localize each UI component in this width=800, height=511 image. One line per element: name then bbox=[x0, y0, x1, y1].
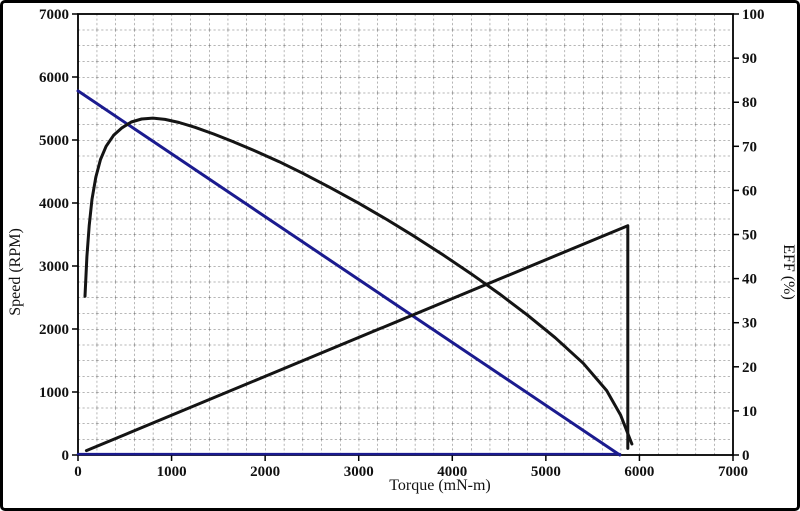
right-y-tick-label: 10 bbox=[742, 404, 757, 420]
left-y-tick-label: 6000 bbox=[39, 70, 69, 86]
right-y-tick-label: 30 bbox=[742, 316, 757, 332]
left-y-tick-label: 7000 bbox=[39, 7, 69, 23]
right-y-tick-label: 0 bbox=[742, 448, 750, 464]
x-tick-label: 1000 bbox=[157, 464, 187, 480]
x-tick-label: 4000 bbox=[437, 464, 467, 480]
left-y-tick-label: 3000 bbox=[39, 259, 69, 275]
speed-line bbox=[76, 89, 622, 457]
x-tick-label: 5000 bbox=[531, 464, 561, 480]
left-y-tick-label: 1000 bbox=[39, 385, 69, 401]
right-y-tick-label: 60 bbox=[742, 183, 757, 199]
x-tick-label: 7000 bbox=[718, 464, 748, 480]
left-y-tick-label: 0 bbox=[62, 448, 70, 464]
left-y-tick-label: 2000 bbox=[39, 322, 69, 338]
right-y-tick-label: 40 bbox=[742, 272, 757, 288]
right-y-tick-label: 20 bbox=[742, 360, 757, 376]
efficiency-line bbox=[83, 116, 634, 446]
right-y-tick-label: 50 bbox=[742, 228, 757, 244]
left-y-tick-label: 5000 bbox=[39, 133, 69, 149]
plot-content: 0 1000 2000 3000 4000 5000 6000 700001000200030… bbox=[39, 7, 765, 480]
x-tick-label: 6000 bbox=[624, 464, 654, 480]
right-axis-title: EFF (%) bbox=[780, 244, 797, 300]
power-line bbox=[84, 224, 630, 453]
x-tick-label: 3000 bbox=[344, 464, 374, 480]
left-axis-title: Speed (RPM) bbox=[7, 228, 24, 316]
grid-mesh bbox=[78, 14, 733, 455]
x-tick-label: 2000 bbox=[250, 464, 280, 480]
motor-performance-chart: 0 1000 2000 3000 4000 5000 6000 700001000200030… bbox=[7, 7, 797, 494]
right-y-tick-label: 100 bbox=[742, 7, 765, 23]
left-y-tick-label: 4000 bbox=[39, 196, 69, 212]
x-axis-title: Torque (mN-m) bbox=[389, 477, 491, 494]
right-y-tick-label: 80 bbox=[742, 95, 757, 111]
right-y-tick-label: 90 bbox=[742, 51, 757, 67]
right-y-tick-label: 70 bbox=[742, 139, 757, 155]
x-tick-label: 0 bbox=[74, 464, 82, 480]
